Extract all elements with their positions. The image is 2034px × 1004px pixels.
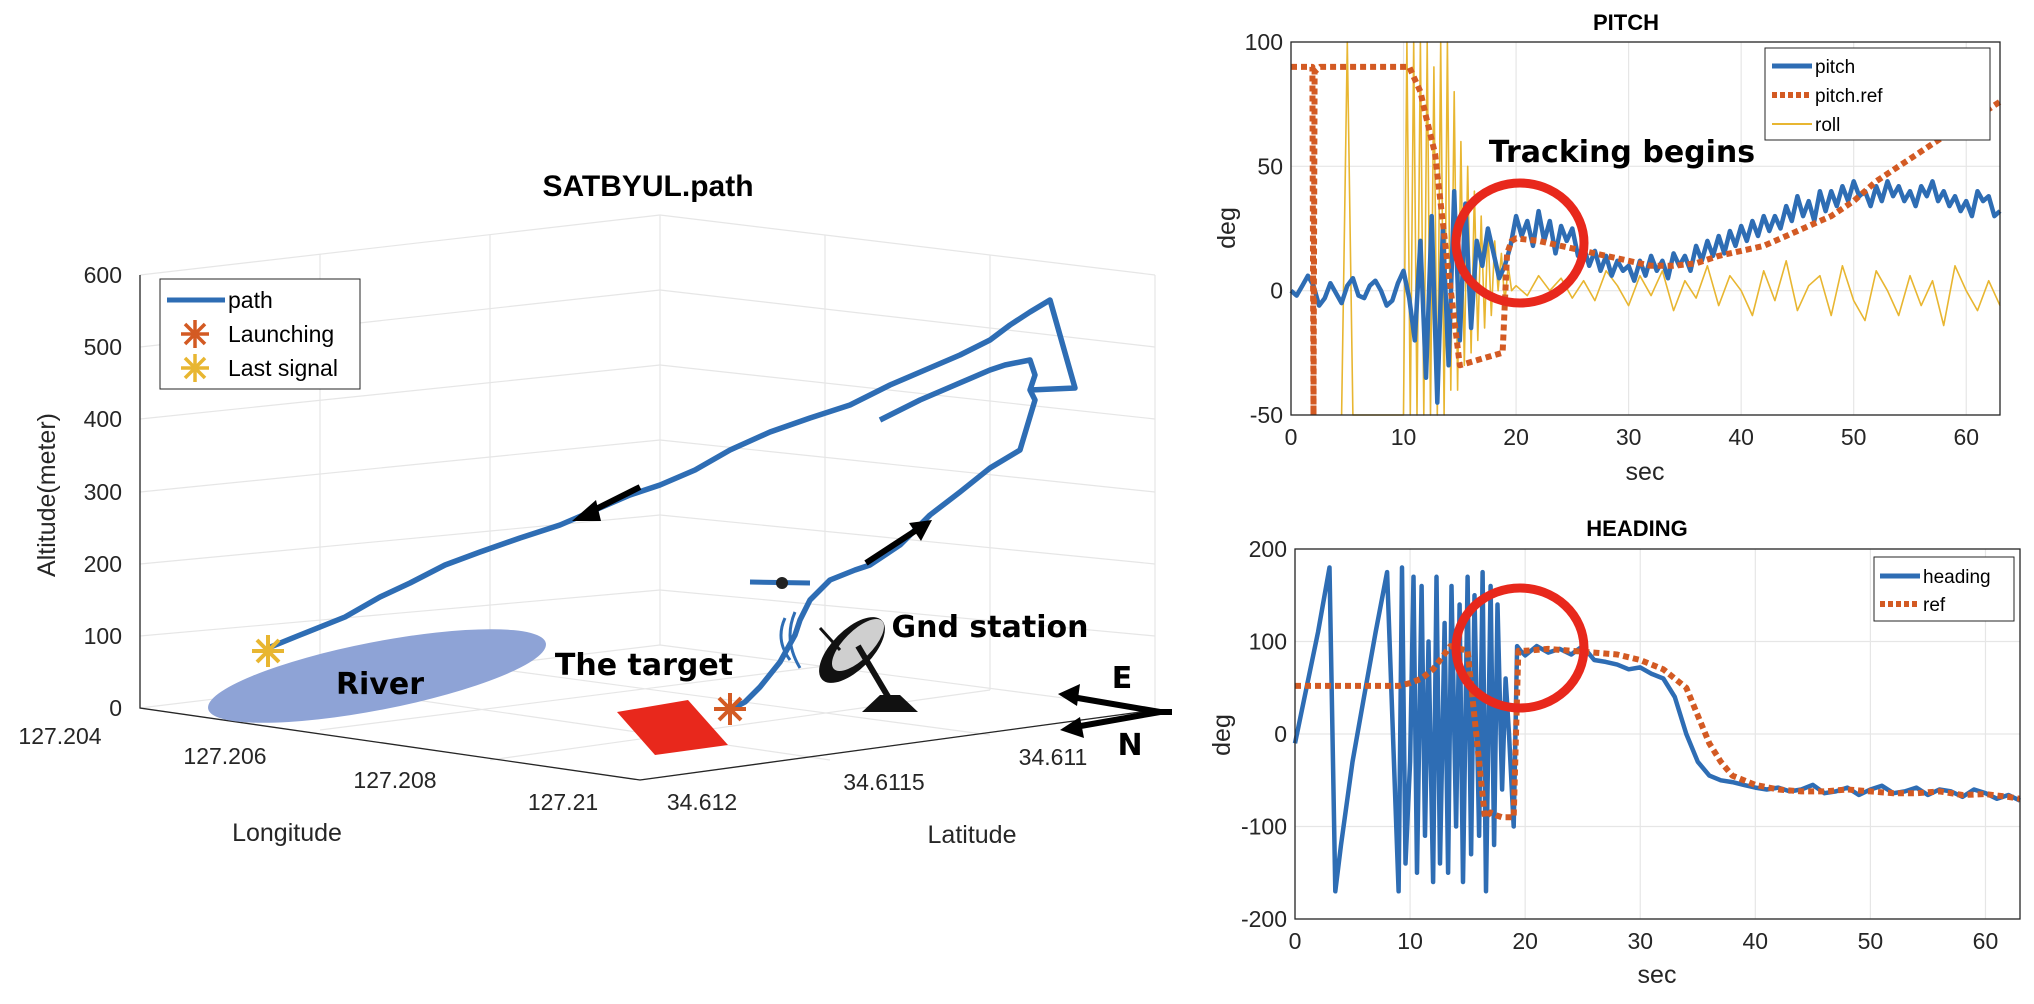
y-tick-label: 100 — [1249, 629, 1287, 655]
x-tick-label: 10 — [1397, 928, 1423, 954]
y-tick-label: -100 — [1241, 814, 1287, 840]
x-tick-label: 0 — [1285, 424, 1298, 450]
z-tick-label: 0 — [109, 695, 122, 721]
heading-highlight-circle — [1451, 583, 1589, 713]
x-tick-label: 40 — [1728, 424, 1754, 450]
legend-path: path — [228, 287, 273, 313]
compass-arrows-icon — [1058, 684, 1172, 738]
legend-pitch-ref: pitch.ref — [1815, 86, 1883, 107]
gnd-station-label: Gnd station — [892, 610, 1089, 645]
legend-launching: Launching — [228, 321, 334, 347]
x-tick-label: 20 — [1512, 928, 1538, 954]
legend-ref: ref — [1923, 595, 1946, 616]
target-label: The target — [555, 648, 733, 683]
x-tick-label: 60 — [1953, 424, 1979, 450]
x-tick-label: 60 — [1973, 928, 1999, 954]
heading-ylabel: deg — [1208, 714, 1236, 756]
satellite-icon — [749, 577, 811, 589]
path3d-legend: path Launching Last signal — [159, 278, 361, 390]
path3d-axes — [139, 275, 1156, 781]
flight-path-line — [266, 297, 1078, 713]
y-tick-label: 34.612 — [667, 789, 737, 815]
pitch-highlight-circle — [1451, 178, 1589, 308]
y-tick-label: 100 — [1245, 29, 1283, 55]
pitch-xlabel: sec — [1626, 458, 1665, 486]
z-axis-label: Altitude(meter) — [33, 413, 61, 577]
heading-plot-frame — [1294, 548, 2021, 920]
x-tick-label: 10 — [1391, 424, 1417, 450]
z-ticks: 600 500 400 300 200 100 0 — [84, 262, 122, 721]
compass-n-label: N — [1117, 728, 1142, 763]
x-tick-label: 127.21 — [528, 789, 598, 815]
x-tick-label: 40 — [1743, 928, 1769, 954]
path3d-title: SATBYUL.path — [542, 170, 753, 203]
x-tick-label: 20 — [1503, 424, 1529, 450]
compass-e-label: E — [1112, 661, 1133, 696]
y-tick-label: -200 — [1241, 906, 1287, 932]
series-line-pitch — [1289, 179, 2002, 405]
x-tick-label: 127.204 — [18, 723, 101, 749]
x-tick-label: 50 — [1858, 928, 1884, 954]
z-tick-label: 200 — [84, 551, 122, 577]
x-tick-label: 127.206 — [183, 743, 266, 769]
heading-xlabel: sec — [1638, 961, 1677, 989]
y-tick-label: 50 — [1257, 153, 1283, 179]
river-shape — [208, 629, 546, 723]
heading-legend: heading ref — [1873, 556, 2015, 622]
ground-station-dish-icon — [779, 611, 918, 712]
path3d-chart: SATBYUL.path 600 500 400 300 200 100 0 A… — [18, 170, 1172, 849]
target-shape — [617, 700, 728, 755]
legend-roll: roll — [1815, 115, 1840, 136]
y-tick-label: 200 — [1249, 536, 1287, 562]
x-tick-label: 127.208 — [353, 767, 436, 793]
y-tick-label: -50 — [1250, 402, 1283, 428]
last-signal-marker — [252, 635, 284, 667]
pitch-title: PITCH — [1593, 10, 1659, 35]
tracking-begins-label: Tracking begins — [1489, 135, 1755, 170]
heading-chart: HEADING 0 10 20 30 40 50 60 -200 -100 0 100 200 sec… — [1208, 516, 2021, 989]
heading-ticks: 0 10 20 30 40 50 60 -200 -100 0 100 200 — [1241, 536, 1998, 954]
z-tick-label: 100 — [84, 623, 122, 649]
legend-heading: heading — [1923, 567, 1991, 588]
x-tick-label: 50 — [1841, 424, 1867, 450]
z-tick-label: 600 — [84, 262, 122, 288]
series-line-heading — [1292, 565, 2021, 894]
y-tick-label: 34.611 — [1019, 744, 1088, 770]
x-ticks: 127.204 127.206 127.208 127.21 — [18, 723, 598, 815]
z-tick-label: 400 — [84, 406, 122, 432]
series-line-ref — [1295, 643, 2021, 821]
x-axis-label: Longitude — [232, 819, 342, 847]
y-axis-label: Latitude — [928, 821, 1017, 849]
y-tick-label: 0 — [1270, 278, 1283, 304]
y-tick-label: 0 — [1274, 721, 1287, 747]
x-tick-label: 30 — [1616, 424, 1642, 450]
legend-last-signal: Last signal — [228, 355, 338, 381]
legend-pitch: pitch — [1815, 57, 1855, 78]
z-tick-label: 500 — [84, 334, 122, 360]
river-label: River — [336, 667, 424, 702]
heading-title: HEADING — [1586, 516, 1687, 541]
z-tick-label: 300 — [84, 479, 122, 505]
pitch-ylabel: deg — [1213, 207, 1241, 249]
x-tick-label: 0 — [1289, 928, 1302, 954]
direction-arrows — [572, 484, 932, 566]
pitch-plot-frame — [1290, 41, 2001, 416]
pitch-legend: pitch pitch.ref roll — [1764, 47, 1991, 141]
y-tick-label: 34.6115 — [843, 769, 924, 795]
x-tick-label: 30 — [1627, 928, 1653, 954]
heading-series — [1292, 565, 2021, 894]
y-ticks: 34.612 34.6115 34.611 — [667, 744, 1088, 815]
launching-marker — [714, 693, 746, 725]
